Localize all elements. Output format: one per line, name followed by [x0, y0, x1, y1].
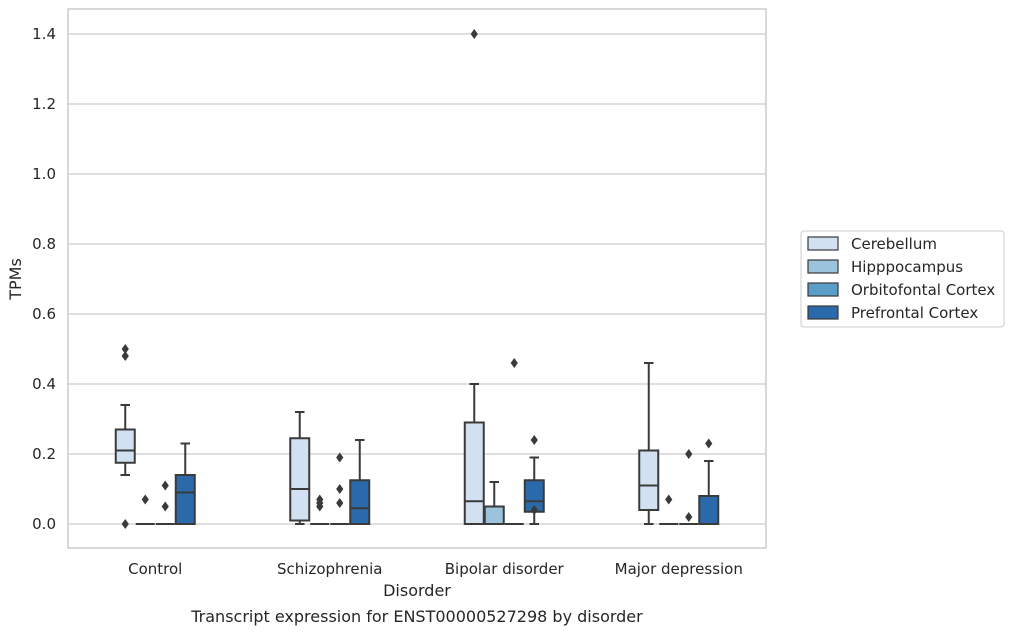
outlier-point	[161, 480, 169, 491]
x-tick-labels: Control Schizophrenia Bipolar disorder Majo…	[128, 560, 743, 578]
box-cerebellum	[289, 411, 311, 525]
box-hipppocampus	[135, 494, 155, 525]
box	[698, 495, 720, 525]
legend-label: Cerebellum	[851, 235, 937, 253]
outlier-point	[665, 494, 673, 505]
box	[349, 479, 371, 525]
legend-swatch	[807, 259, 839, 274]
box-cerebellum	[463, 29, 485, 525]
box-orbitofontal-cortex	[330, 452, 350, 525]
box-hipppocampus	[483, 481, 505, 525]
legend-swatch	[807, 282, 839, 297]
y-tick-label: 0.4	[32, 375, 56, 393]
y-tick-label: 1.0	[32, 165, 56, 183]
box-orbitofontal-cortex	[155, 480, 175, 525]
outlier-point	[510, 358, 518, 368]
outlier-point	[685, 449, 693, 459]
x-tick-label: Control	[128, 560, 182, 578]
outlier-point	[336, 484, 344, 494]
outlier-point	[530, 505, 538, 515]
legend-label: Orbitofontal Cortex	[851, 281, 995, 299]
box	[638, 449, 660, 511]
outlier-point	[316, 501, 324, 512]
y-tick-label: 0.8	[32, 235, 56, 253]
chart-caption: Transcript expression for ENST0000052729…	[190, 607, 643, 626]
y-tick-label: 0.2	[32, 445, 56, 463]
legend-frame	[800, 230, 1005, 328]
box-prefrontal-cortex	[174, 442, 196, 525]
y-tick-label: 0.0	[32, 515, 56, 533]
outlier-point	[121, 519, 129, 529]
box	[174, 474, 196, 525]
box-series	[114, 29, 720, 529]
box	[114, 428, 136, 464]
outlier-point	[530, 435, 538, 445]
box-orbitofontal-cortex	[679, 449, 699, 525]
outlier-point	[336, 498, 344, 508]
box-prefrontal-cortex	[349, 439, 371, 525]
box	[483, 505, 505, 525]
y-axis-label: TPMs	[6, 258, 25, 301]
box-prefrontal-cortex	[523, 435, 545, 525]
legend-label: Prefrontal Cortex	[851, 304, 978, 322]
outlier-point	[121, 344, 129, 354]
outlier-point	[705, 438, 713, 449]
y-tick-labels: 0.0 0.2 0.4 0.6 0.8 1.0 1.2 1.4	[32, 25, 56, 533]
legend-swatch	[807, 236, 839, 251]
x-axis-label: Disorder	[383, 581, 451, 600]
legend-label: Hipppocampus	[851, 258, 963, 276]
x-tick-label: Major depression	[615, 560, 743, 578]
box-hipppocampus	[310, 494, 330, 525]
x-tick-label: Bipolar disorder	[445, 560, 565, 578]
outlier-point	[685, 512, 693, 522]
outlier-point	[121, 351, 129, 361]
box-cerebellum	[114, 344, 136, 529]
outlier-point	[161, 501, 169, 512]
outlier-point	[336, 452, 344, 463]
x-tick-label: Schizophrenia	[277, 560, 382, 578]
plot-area	[68, 9, 766, 548]
y-tick-label: 1.4	[32, 25, 56, 43]
box-orbitofontal-cortex	[504, 358, 524, 525]
plot-frame	[67, 8, 767, 549]
outlier-point	[470, 29, 478, 39]
box-hipppocampus	[659, 494, 679, 525]
y-tick-label: 1.2	[32, 95, 56, 113]
box-prefrontal-cortex	[698, 438, 720, 525]
legend: Cerebellum Hipppocampus Orbitofontal Corte…	[800, 230, 1005, 328]
box-cerebellum	[638, 362, 660, 525]
outlier-point	[141, 494, 149, 505]
box	[463, 421, 485, 525]
box	[289, 437, 311, 522]
y-tick-label: 0.6	[32, 305, 56, 323]
legend-swatch	[807, 305, 839, 320]
